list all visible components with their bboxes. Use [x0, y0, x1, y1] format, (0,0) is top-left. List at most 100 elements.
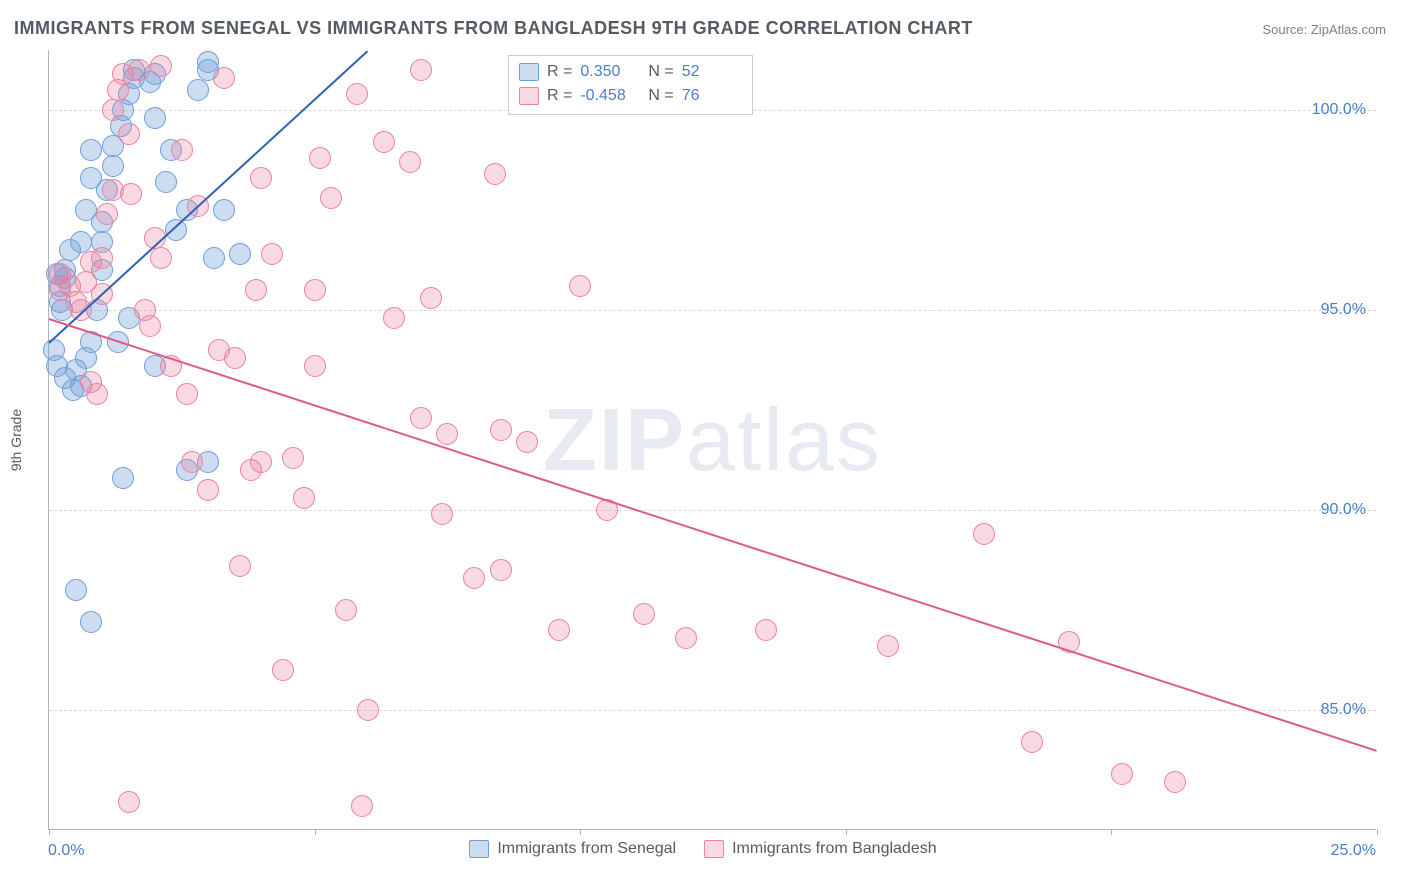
data-point: [229, 555, 251, 577]
data-point: [118, 123, 140, 145]
gridline: [49, 310, 1376, 311]
data-point: [431, 503, 453, 525]
legend-item: Immigrants from Bangladesh: [704, 840, 937, 858]
data-point: [675, 627, 697, 649]
data-point: [410, 407, 432, 429]
data-point: [86, 383, 108, 405]
correlation-legend: R = 0.350 N = 52R = -0.458 N = 76: [508, 55, 753, 115]
data-point: [1021, 731, 1043, 753]
data-point: [282, 447, 304, 469]
legend-row: R =0.350N =52: [519, 60, 742, 84]
data-point: [91, 247, 113, 269]
data-point: [420, 287, 442, 309]
gridline: [49, 710, 1376, 711]
legend-swatch: [704, 840, 724, 858]
source-label: Source: ZipAtlas.com: [1262, 22, 1386, 37]
r-value: 0.350: [580, 60, 640, 84]
y-axis-label: 9th Grade: [8, 409, 24, 471]
r-label: R =: [547, 60, 572, 84]
data-point: [213, 199, 235, 221]
data-point: [203, 247, 225, 269]
x-tick: [580, 829, 581, 835]
data-point: [516, 431, 538, 453]
x-tick: [49, 829, 50, 835]
data-point: [176, 383, 198, 405]
legend-item: Immigrants from Senegal: [469, 840, 676, 858]
data-point: [120, 183, 142, 205]
data-point: [96, 203, 118, 225]
watermark: ZIPatlas: [543, 389, 882, 491]
data-point: [320, 187, 342, 209]
chart-title: IMMIGRANTS FROM SENEGAL VS IMMIGRANTS FR…: [14, 18, 973, 39]
data-point: [80, 167, 102, 189]
data-point: [410, 59, 432, 81]
x-tick: [315, 829, 316, 835]
n-label: N =: [648, 84, 673, 108]
data-point: [213, 67, 235, 89]
data-point: [171, 139, 193, 161]
x-tick: [1111, 829, 1112, 835]
n-value: 76: [682, 84, 742, 108]
x-tick: [1377, 829, 1378, 835]
data-point: [261, 243, 283, 265]
data-point: [80, 611, 102, 633]
gridline: [49, 510, 1376, 511]
data-point: [484, 163, 506, 185]
legend-label: Immigrants from Senegal: [497, 840, 676, 858]
data-point: [351, 795, 373, 817]
data-point: [150, 55, 172, 77]
data-point: [155, 171, 177, 193]
data-point: [436, 423, 458, 445]
data-point: [1164, 771, 1186, 793]
plot-area: ZIPatlas 85.0% 90.0% 95.0% 100.0%: [48, 50, 1376, 830]
data-point: [187, 79, 209, 101]
data-point: [463, 567, 485, 589]
r-label: R =: [547, 84, 572, 108]
legend-swatch: [469, 840, 489, 858]
legend-swatch: [519, 87, 539, 105]
data-point: [383, 307, 405, 329]
y-tick-label: 95.0%: [1321, 301, 1366, 319]
data-point: [335, 599, 357, 621]
data-point: [197, 479, 219, 501]
data-point: [399, 151, 421, 173]
data-point: [490, 559, 512, 581]
data-point: [293, 487, 315, 509]
data-point: [309, 147, 331, 169]
data-point: [118, 791, 140, 813]
data-point: [250, 167, 272, 189]
y-tick-label: 100.0%: [1312, 101, 1366, 119]
data-point: [548, 619, 570, 641]
data-point: [490, 419, 512, 441]
data-point: [272, 659, 294, 681]
legend-label: Immigrants from Bangladesh: [732, 840, 937, 858]
y-tick-label: 90.0%: [1321, 501, 1366, 519]
data-point: [65, 579, 87, 601]
data-point: [304, 355, 326, 377]
data-point: [150, 247, 172, 269]
data-point: [144, 107, 166, 129]
data-point: [139, 315, 161, 337]
data-point: [102, 155, 124, 177]
legend-row: R = -0.458 N = 76: [519, 84, 742, 108]
data-point: [229, 243, 251, 265]
data-point: [112, 467, 134, 489]
data-point: [755, 619, 777, 641]
x-tick: [846, 829, 847, 835]
data-point: [1111, 763, 1133, 785]
series-legend: Immigrants from Senegal Immigrants from B…: [0, 840, 1406, 863]
data-point: [224, 347, 246, 369]
y-tick-label: 85.0%: [1321, 701, 1366, 719]
data-point: [304, 279, 326, 301]
data-point: [128, 59, 150, 81]
data-point: [181, 451, 203, 473]
data-point: [569, 275, 591, 297]
data-point: [633, 603, 655, 625]
data-point: [250, 451, 272, 473]
trend-line: [49, 318, 1378, 752]
data-point: [75, 199, 97, 221]
n-value: 52: [682, 60, 742, 84]
r-value: -0.458: [580, 84, 640, 108]
data-point: [877, 635, 899, 657]
data-point: [346, 83, 368, 105]
